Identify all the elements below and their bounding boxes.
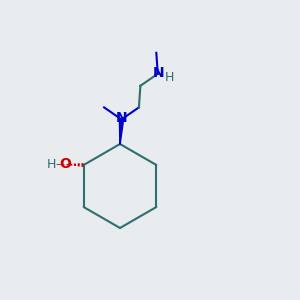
Text: N: N <box>116 111 127 125</box>
Text: N: N <box>153 66 164 80</box>
Text: –: – <box>56 159 61 170</box>
Text: H: H <box>47 158 56 171</box>
Text: H: H <box>164 71 174 84</box>
Polygon shape <box>119 119 124 144</box>
Text: O: O <box>59 158 71 171</box>
